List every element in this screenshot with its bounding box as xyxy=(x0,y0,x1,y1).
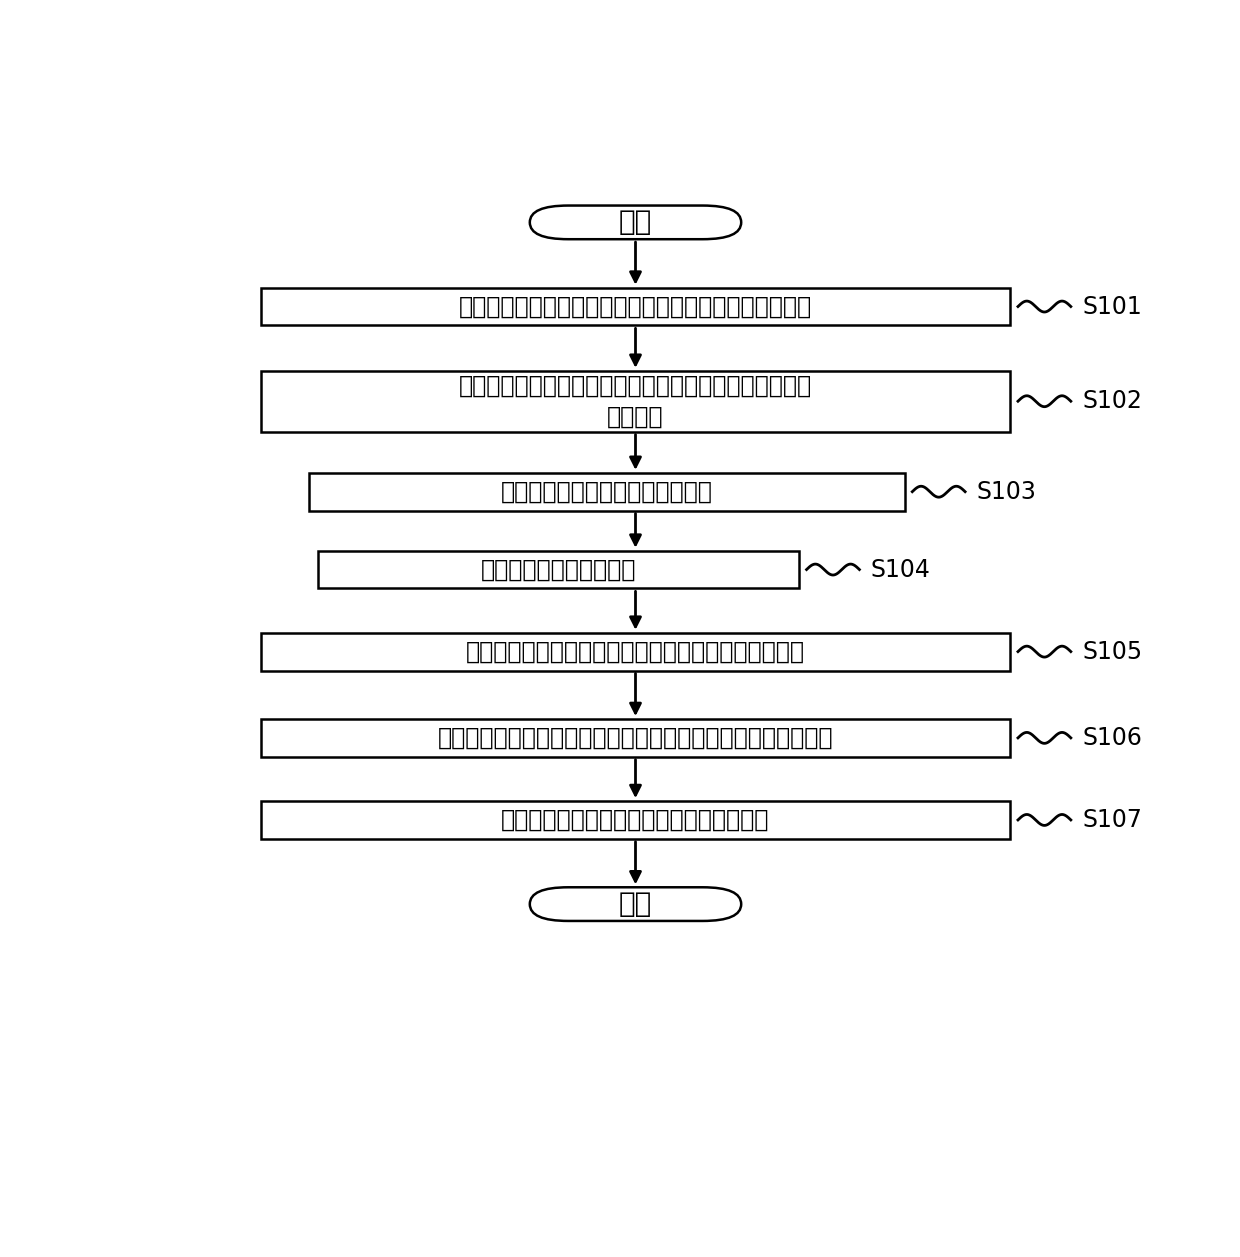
Text: S102: S102 xyxy=(1083,390,1142,414)
Text: 对当前运行数据进行时序序列处理: 对当前运行数据进行时序序列处理 xyxy=(501,480,713,504)
Bar xyxy=(260,801,1011,838)
Bar xyxy=(260,719,1011,757)
Bar xyxy=(319,551,799,588)
Bar xyxy=(309,473,905,510)
Text: S105: S105 xyxy=(1083,640,1142,664)
Text: 将性能状态参数输入分类器，获取诊断结果: 将性能状态参数输入分类器，获取诊断结果 xyxy=(501,808,770,832)
Text: S106: S106 xyxy=(1083,725,1142,750)
Text: S103: S103 xyxy=(977,480,1037,504)
Text: 结束: 结束 xyxy=(619,890,652,918)
Text: S104: S104 xyxy=(870,558,931,582)
Bar xyxy=(260,632,1011,670)
Text: S107: S107 xyxy=(1083,808,1142,832)
Text: 获取液压系统的基础数据、当前运行数据和历史故障数据: 获取液压系统的基础数据、当前运行数据和历史故障数据 xyxy=(459,294,812,318)
Bar xyxy=(260,288,1011,326)
Bar xyxy=(260,371,1011,431)
Text: 开始: 开始 xyxy=(619,209,652,236)
FancyBboxPatch shape xyxy=(529,887,742,921)
FancyBboxPatch shape xyxy=(529,206,742,239)
Text: 将基础数据、当前运行数据和历史故障数据传输并存储值
终端设备: 将基础数据、当前运行数据和历史故障数据传输并存储值 终端设备 xyxy=(459,373,812,429)
Text: 训练网络模型，优化网络模型参数，获取漏油特征集合: 训练网络模型，优化网络模型参数，获取漏油特征集合 xyxy=(466,640,805,664)
Text: 建立深度学习的网络模型: 建立深度学习的网络模型 xyxy=(481,558,636,582)
Text: S101: S101 xyxy=(1083,294,1142,318)
Text: 根据预处理后的当前运行状态数据提取液压系统的性能状态参数: 根据预处理后的当前运行状态数据提取液压系统的性能状态参数 xyxy=(438,725,833,750)
